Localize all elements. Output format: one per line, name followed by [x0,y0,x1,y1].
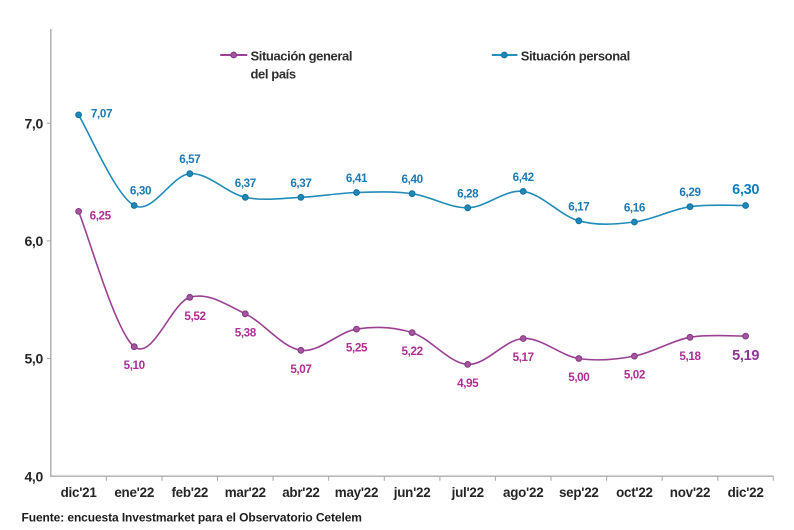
svg-text:Situación general: Situación general [251,49,353,64]
svg-text:5,52: 5,52 [184,310,206,323]
svg-text:6,37: 6,37 [290,177,311,190]
svg-text:6,30: 6,30 [130,185,152,198]
svg-text:6,16: 6,16 [624,202,646,215]
svg-text:5,07: 5,07 [290,363,311,376]
svg-text:dic'21: dic'21 [61,485,98,500]
svg-text:jun'22: jun'22 [393,485,431,500]
svg-text:5,18: 5,18 [679,350,701,363]
svg-text:oct'22: oct'22 [616,485,653,500]
svg-text:mar'22: mar'22 [225,485,266,500]
svg-text:feb'22: feb'22 [171,485,208,500]
svg-text:5,38: 5,38 [235,326,257,339]
svg-text:6,30: 6,30 [732,182,759,198]
svg-text:4,95: 4,95 [457,377,479,390]
svg-text:5,0: 5,0 [24,351,43,367]
svg-text:ago'22: ago'22 [503,485,543,500]
svg-text:nov'22: nov'22 [670,485,710,500]
svg-text:5,19: 5,19 [732,348,759,364]
svg-text:6,25: 6,25 [90,209,112,222]
svg-text:6,0: 6,0 [24,233,43,249]
svg-text:6,29: 6,29 [679,186,701,199]
svg-text:5,25: 5,25 [346,342,368,355]
svg-text:Fuente: encuesta Investmarket: Fuente: encuesta Investmarket para el Ob… [22,511,362,525]
svg-text:5,17: 5,17 [513,351,534,364]
svg-text:6,57: 6,57 [179,153,200,166]
svg-text:may'22: may'22 [335,485,378,500]
svg-text:abr'22: abr'22 [282,485,319,500]
svg-text:dic'22: dic'22 [728,485,764,500]
svg-text:jul'22: jul'22 [451,485,484,500]
svg-text:4,0: 4,0 [24,468,43,484]
svg-text:6,17: 6,17 [568,200,589,213]
svg-text:5,10: 5,10 [124,359,146,372]
svg-text:7,0: 7,0 [24,115,43,131]
svg-text:ene'22: ene'22 [114,485,154,500]
svg-text:5,02: 5,02 [624,369,646,382]
svg-text:6,42: 6,42 [513,171,535,184]
svg-text:6,28: 6,28 [457,187,479,200]
svg-text:6,37: 6,37 [235,177,256,190]
svg-text:5,22: 5,22 [402,345,424,358]
svg-text:Situación personal: Situación personal [521,49,630,64]
svg-text:del país: del país [251,67,296,82]
svg-text:7,07: 7,07 [91,107,112,120]
svg-text:sep'22: sep'22 [559,485,599,500]
svg-text:6,40: 6,40 [402,173,424,186]
svg-text:5,00: 5,00 [568,371,590,384]
svg-text:6,41: 6,41 [346,172,368,185]
